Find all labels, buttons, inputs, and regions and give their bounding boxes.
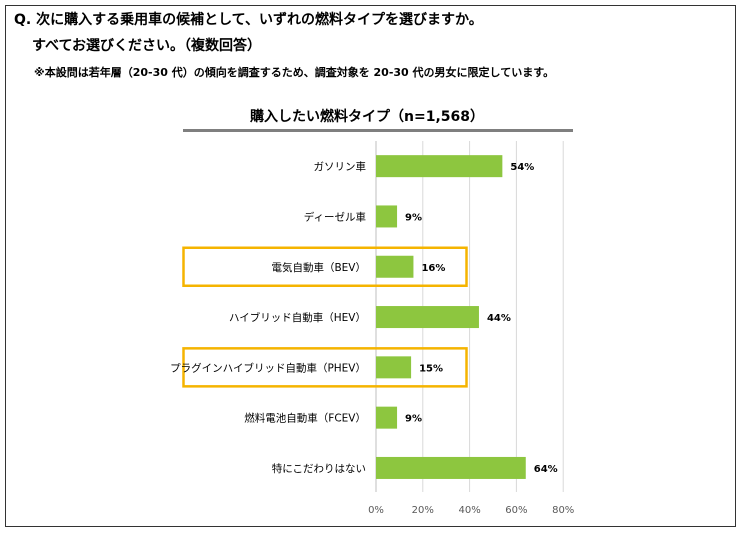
category-label: ガソリン車: [314, 160, 367, 173]
data-label: 9%: [405, 414, 422, 425]
x-tick-label: 80%: [552, 505, 574, 516]
data-label: 64%: [534, 464, 558, 475]
x-tick-label: 40%: [458, 505, 480, 516]
category-label: 特にこだわりはない: [272, 463, 366, 475]
bar: [376, 306, 479, 329]
question-line-2: すべてお選びください。（複数回答）: [32, 38, 262, 54]
bar: [376, 205, 398, 228]
category-label: 電気自動車（BEV）: [271, 261, 366, 274]
chart-title-rule: [183, 129, 573, 132]
bar: [376, 406, 398, 429]
question-frame: [5, 5, 736, 527]
data-label: 9%: [405, 212, 422, 223]
x-tick-label: 20%: [412, 505, 434, 516]
category-label: ハイブリッド自動車（HEV）: [229, 311, 366, 324]
category-label: プラグインハイブリッド自動車（PHEV）: [170, 361, 366, 374]
bar: [376, 155, 503, 178]
x-tick-label: 60%: [505, 505, 527, 516]
category-label: ディーゼル車: [304, 210, 366, 223]
bar: [376, 456, 526, 479]
highlight-box: [182, 347, 468, 388]
data-label: 44%: [487, 313, 511, 324]
data-label: 54%: [510, 162, 534, 173]
data-label: 16%: [421, 263, 445, 274]
chart-title: 購入したい燃料タイプ（n=1,568）: [250, 109, 484, 125]
bar: [376, 255, 414, 278]
data-label: 15%: [419, 363, 443, 374]
category-label: 燃料電池自動車（FCEV）: [244, 412, 366, 425]
question-line-1: Q. 次に購入する乗用車の候補として、いずれの燃料タイプを選びますか。: [14, 12, 483, 28]
bar: [376, 356, 412, 379]
survey-note: ※本設問は若年層（20-30 代）の傾向を調査するため、調査対象を 20-30 …: [34, 66, 555, 79]
highlight-box: [182, 246, 468, 287]
x-tick-label: 0%: [368, 505, 384, 516]
